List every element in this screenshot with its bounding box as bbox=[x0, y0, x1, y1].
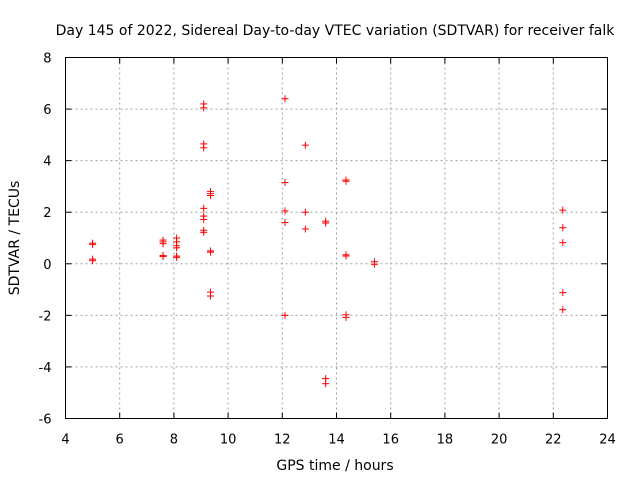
data-point bbox=[89, 240, 97, 248]
x-axis-title: GPS time / hours bbox=[276, 458, 393, 474]
plot-frame bbox=[65, 57, 608, 419]
data-point bbox=[159, 240, 167, 248]
data-point bbox=[301, 208, 309, 216]
data-point bbox=[200, 215, 208, 223]
data-point bbox=[200, 204, 208, 212]
data-point bbox=[559, 239, 567, 247]
data-point bbox=[559, 224, 567, 232]
data-point bbox=[281, 219, 289, 227]
x-tick-label: 16 bbox=[382, 433, 399, 448]
x-tick-label: 8 bbox=[170, 433, 178, 448]
data-point bbox=[322, 380, 330, 388]
data-point bbox=[89, 257, 97, 265]
data-point bbox=[301, 141, 309, 149]
data-point bbox=[173, 253, 181, 261]
data-point bbox=[342, 313, 350, 321]
data-point bbox=[301, 225, 309, 233]
data-point bbox=[322, 219, 330, 227]
data-point bbox=[281, 95, 289, 103]
x-tick-label: 24 bbox=[599, 433, 616, 448]
chart-title: Day 145 of 2022, Sidereal Day-to-day VTE… bbox=[56, 23, 616, 39]
data-point bbox=[200, 228, 208, 236]
y-tick-label: 6 bbox=[43, 103, 51, 118]
data-point bbox=[370, 260, 378, 268]
data-point bbox=[206, 191, 214, 199]
data-point bbox=[173, 244, 181, 252]
y-tick-label: -4 bbox=[39, 361, 52, 376]
x-tick-label: 12 bbox=[274, 433, 291, 448]
y-tick-label: -6 bbox=[39, 413, 52, 428]
data-point bbox=[559, 289, 567, 297]
y-tick-labels: -6 -4 -2 0 2 4 6 8 bbox=[39, 52, 52, 428]
data-point bbox=[200, 104, 208, 112]
data-point bbox=[281, 179, 289, 187]
y-axis-title: SDTVAR / TECUs bbox=[7, 181, 23, 296]
data-point bbox=[200, 144, 208, 152]
data-point bbox=[281, 207, 289, 215]
x-tick-label: 14 bbox=[328, 433, 345, 448]
y-tick-label: 4 bbox=[43, 155, 51, 170]
data-point bbox=[159, 253, 167, 261]
x-tick-label: 10 bbox=[220, 433, 237, 448]
x-tick-labels: 4 6 8 10 12 14 16 18 20 22 24 bbox=[61, 433, 615, 448]
data-point bbox=[206, 248, 214, 256]
x-tick-label: 4 bbox=[61, 433, 69, 448]
y-tick-label: -2 bbox=[39, 309, 52, 324]
y-tick-label: 2 bbox=[43, 206, 51, 221]
x-tick-label: 18 bbox=[437, 433, 454, 448]
data-point bbox=[342, 252, 350, 260]
x-tick-label: 6 bbox=[116, 433, 124, 448]
data-points bbox=[89, 95, 567, 388]
x-tick-label: 22 bbox=[545, 433, 562, 448]
data-point bbox=[559, 206, 567, 214]
data-point bbox=[342, 177, 350, 185]
data-point bbox=[559, 306, 567, 314]
y-tick-label: 8 bbox=[43, 52, 51, 67]
grid bbox=[65, 57, 608, 419]
data-point bbox=[281, 311, 289, 319]
data-point bbox=[206, 292, 214, 300]
x-tick-label: 20 bbox=[491, 433, 508, 448]
y-tick-label: 0 bbox=[43, 258, 51, 273]
